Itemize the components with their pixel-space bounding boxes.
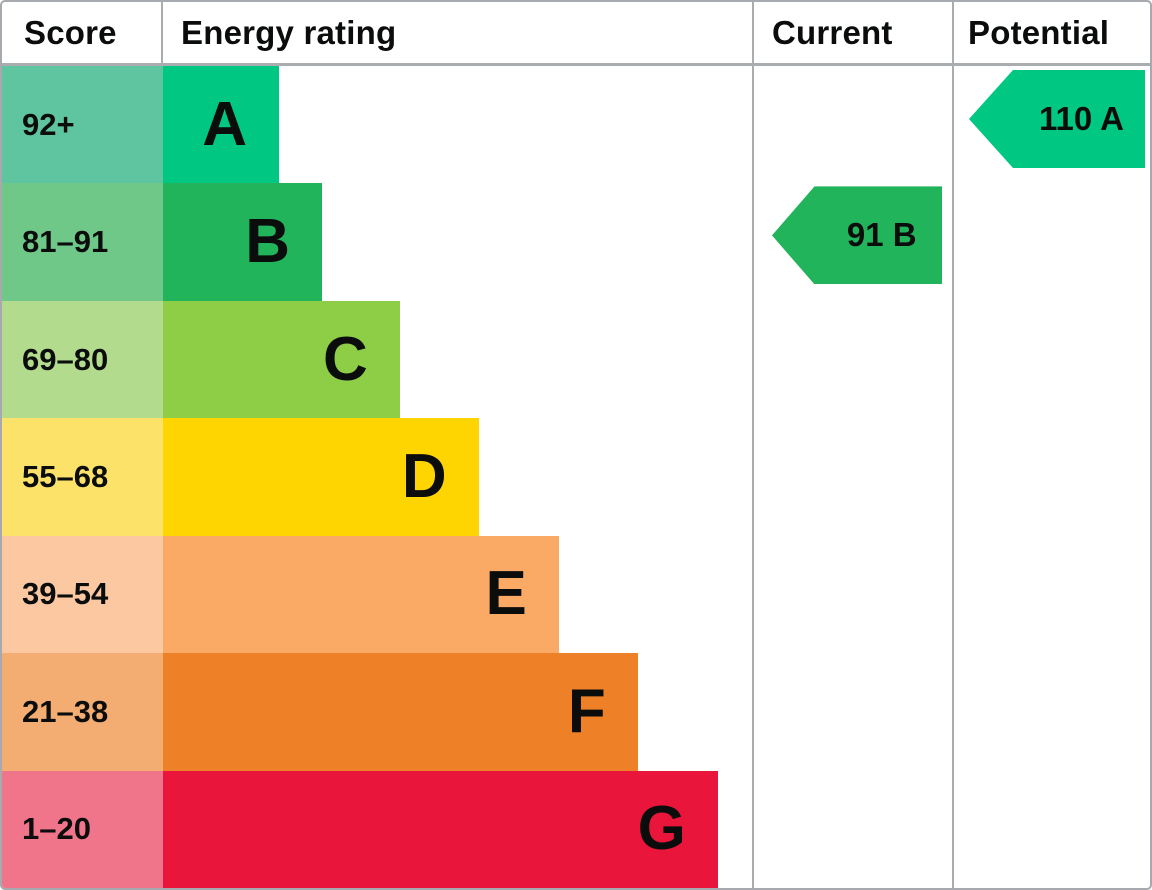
rating-cell-f: F [163,653,752,771]
rating-cell-c: C [163,300,752,419]
band-bar-a: A [163,66,280,184]
score-range-c: 69–80 [2,300,163,419]
band-row-d: 55–68 D [2,418,1150,536]
current-column-header: Current [752,2,952,63]
score-range-a: 92+ [2,66,163,184]
potential-column-header: Potential [952,2,1150,63]
current-rating-arrow-label: 91 B [846,216,917,254]
band-bar-g: G [163,770,718,888]
band-letter-c: C [322,324,368,394]
band-letter-g: G [637,794,686,864]
current-cell-d [752,418,952,536]
current-cell-f [752,653,952,771]
score-range-b: 81–91 [2,183,163,301]
current-cell-g [752,770,952,888]
potential-rating-arrow-label: 110 A [1038,100,1124,137]
band-letter-f: F [567,676,606,746]
score-range-f: 21–38 [2,653,163,771]
band-letter-b: B [245,207,291,277]
potential-cell-f [952,653,1150,771]
band-letter-d: D [401,441,447,511]
energy-rating-column-header: Energy rating [181,13,397,51]
rating-cell-g: G [163,770,752,888]
potential-cell-a: 110 A [952,66,1150,184]
band-bar-f: F [163,653,638,771]
band-bar-b: B [163,183,323,301]
score-column-header: Score [2,2,163,63]
rating-cell-b: B [163,183,752,301]
band-bar-c: C [163,300,400,419]
band-bar-e: E [163,535,559,654]
potential-rating-arrow: 110 A [969,70,1145,168]
score-range-g: 1–20 [2,770,163,888]
rating-cell-a: A [163,66,752,184]
chart-header: Score Energy rating Current Potential [2,2,1150,66]
score-range-e: 39–54 [2,535,163,654]
potential-cell-e [952,535,1150,654]
potential-cell-b [952,183,1150,301]
band-row-a: 92+ A 110 A [2,66,1150,184]
current-cell-a [752,66,952,184]
current-cell-e [752,535,952,654]
rating-cell-e: E [163,535,752,654]
current-rating-arrow: 91 B [772,186,942,285]
band-row-b: 81–91 B 91 B [2,183,1150,301]
current-cell-c [752,300,952,419]
band-letter-e: E [485,559,527,629]
band-row-g: 1–20 G [2,770,1150,888]
potential-cell-g [952,770,1150,888]
score-range-d: 55–68 [2,418,163,536]
band-letter-a: A [202,89,248,159]
band-row-c: 69–80 C [2,300,1150,419]
band-rows: 92+ A 110 A 81–91 B 91 B 69–80 C 55–68 D 39–54 E 21–… [2,66,1150,888]
band-row-e: 39–54 E [2,535,1150,654]
rating-cell-d: D [163,418,752,536]
band-bar-d: D [163,418,479,536]
band-row-f: 21–38 F [2,653,1150,771]
current-cell-b: 91 B [752,183,952,301]
potential-cell-d [952,418,1150,536]
potential-cell-c [952,300,1150,419]
